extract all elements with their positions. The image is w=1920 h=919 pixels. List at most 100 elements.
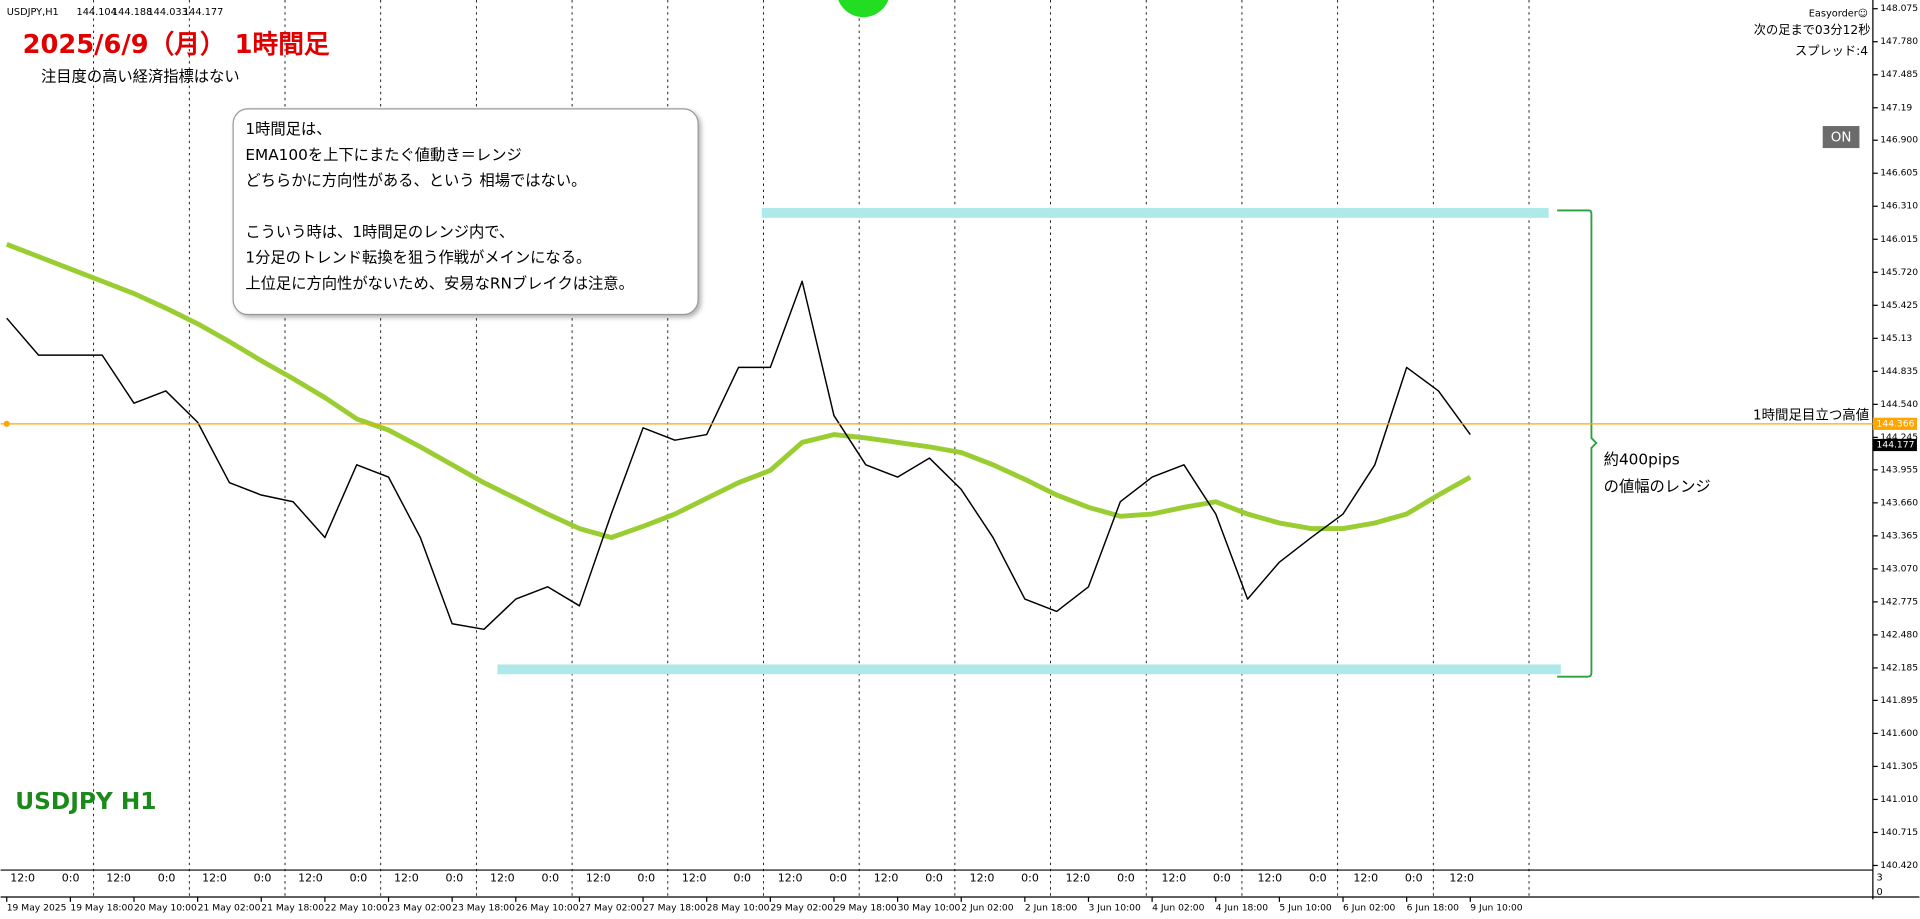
y-tick-label: 141.600 bbox=[1880, 728, 1918, 739]
session-label: 0:0 bbox=[925, 872, 943, 885]
spread: スプレッド:4 bbox=[1795, 44, 1868, 58]
y-tick-label: 144.540 bbox=[1880, 399, 1918, 410]
session-label: 0:0 bbox=[62, 872, 80, 885]
note-line: EMA100を上下にまたぐ値動き＝レンジ bbox=[245, 146, 521, 164]
note-line: 1時間足は、 bbox=[245, 120, 331, 138]
x-tick-label: 28 May 10:00 bbox=[707, 902, 770, 913]
note-line: こういう時は、1時間足のレンジ内で、 bbox=[245, 223, 514, 241]
y-tick-label: 142.480 bbox=[1880, 629, 1918, 640]
session-label: 12:0 bbox=[1162, 872, 1187, 885]
y-tick-label: 142.775 bbox=[1880, 596, 1918, 607]
session-label: 0:0 bbox=[1309, 872, 1327, 885]
level-price: 144.366 bbox=[1877, 418, 1915, 429]
y-tick-label: 142.185 bbox=[1880, 662, 1918, 673]
y-tick-label: 144.245 bbox=[1880, 432, 1918, 443]
level-label: 1時間足目立つ高値 bbox=[1753, 406, 1869, 423]
session-label: 12:0 bbox=[970, 872, 995, 885]
indicator-tick-label: 3 bbox=[1877, 872, 1883, 883]
x-tick-label: 29 May 18:00 bbox=[834, 902, 897, 913]
note: 1時間足は、 EMA100を上下にまたぐ値動き＝レンジどちらかに方向性がある、とい… bbox=[245, 120, 634, 292]
y-tick-label: 144.835 bbox=[1880, 366, 1918, 377]
x-tick-label: 4 Jun 18:00 bbox=[1216, 902, 1269, 913]
separators bbox=[93, 0, 1530, 897]
y-tick-label: 145.13 bbox=[1880, 333, 1912, 344]
note-line: どちらかに方向性がある、という 相場ではない。 bbox=[245, 172, 586, 190]
x-tick-label: 2 Jun 02:00 bbox=[961, 902, 1014, 913]
y-tick-label: 143.070 bbox=[1880, 563, 1918, 574]
session-label: 12:0 bbox=[586, 872, 611, 885]
y-tick-label: 146.310 bbox=[1880, 201, 1918, 212]
session-label: 12:0 bbox=[682, 872, 707, 885]
x-tick-label: 23 May 18:00 bbox=[452, 902, 515, 913]
x-tick-label: 27 May 02:00 bbox=[579, 902, 642, 913]
x-tick-label: 6 Jun 18:00 bbox=[1407, 902, 1460, 913]
y-tick-label: 147.19 bbox=[1880, 102, 1912, 113]
session-label: 12:0 bbox=[202, 872, 227, 885]
x-tick-label: 23 May 02:00 bbox=[389, 902, 452, 913]
x-tick-label: 3 Jun 10:00 bbox=[1088, 902, 1141, 913]
low: 144.033 bbox=[147, 7, 187, 18]
range-top-band bbox=[761, 208, 1549, 218]
symbol: USDJPY,H1 bbox=[7, 7, 59, 18]
on-button[interactable]: ON bbox=[1822, 126, 1860, 149]
session-label: 12:0 bbox=[778, 872, 803, 885]
session-label: 12:0 bbox=[1353, 872, 1378, 885]
session-label: 0:0 bbox=[158, 872, 176, 885]
session-label: 12:0 bbox=[874, 872, 899, 885]
status-dot bbox=[838, 0, 889, 18]
session-label: 0:0 bbox=[733, 872, 751, 885]
range-note: 約400pips bbox=[1604, 451, 1680, 469]
level-price-box bbox=[1872, 417, 1917, 430]
note-line: 上位足に方向性がないため、安易なRNブレイクは注意。 bbox=[245, 274, 634, 292]
session-label: 0:0 bbox=[1117, 872, 1135, 885]
session-label: 0:0 bbox=[541, 872, 559, 885]
x-tick-label: 2 Jun 18:00 bbox=[1025, 902, 1078, 913]
x-tick-label: 27 May 18:00 bbox=[643, 902, 706, 913]
x-tick-label: 21 May 18:00 bbox=[261, 902, 324, 913]
indicator-tick-label: 0 bbox=[1877, 887, 1883, 898]
y-tick-label: 141.895 bbox=[1880, 695, 1918, 706]
session-label: 0:0 bbox=[1021, 872, 1039, 885]
last-price-box bbox=[1872, 438, 1917, 452]
y-tick-label: 143.955 bbox=[1880, 464, 1918, 475]
open: 144.104 bbox=[76, 7, 116, 18]
y-tick-label: 141.010 bbox=[1880, 794, 1918, 805]
y-tick-label: 147.485 bbox=[1880, 69, 1918, 80]
range-note: の値幅のレンジ bbox=[1604, 478, 1711, 496]
on-button-label[interactable]: ON bbox=[1831, 131, 1852, 146]
y-tick-label: 146.015 bbox=[1880, 234, 1918, 245]
y-tick-label: 147.780 bbox=[1880, 36, 1918, 47]
note-line: 1分足のトレンド転換を狙う作戦がメインになる。 bbox=[245, 249, 591, 267]
x-tick-label: 5 Jun 10:00 bbox=[1279, 902, 1332, 913]
y-tick-label: 140.715 bbox=[1880, 827, 1918, 838]
level-anchor bbox=[3, 420, 10, 427]
session-label: 12:0 bbox=[1257, 872, 1282, 885]
x-tick-label: 19 May 18:00 bbox=[70, 902, 133, 913]
countdown: 次の足まで03分12秒 bbox=[1754, 23, 1871, 37]
close: 144.177 bbox=[183, 7, 223, 18]
title: 2025/6/9（月） 1時間足 bbox=[23, 30, 330, 60]
x-tick-label: 21 May 02:00 bbox=[198, 902, 261, 913]
note-box bbox=[232, 108, 699, 316]
high: 144.188 bbox=[112, 7, 152, 18]
y-tick-label: 141.305 bbox=[1880, 761, 1918, 772]
ea-name: Easyorder☺ bbox=[1809, 8, 1868, 19]
session-label: 12:0 bbox=[10, 872, 35, 885]
session-label: 12:0 bbox=[106, 872, 131, 885]
x-tick-label: 20 May 10:00 bbox=[134, 902, 197, 913]
watermark: USDJPY H1 bbox=[15, 788, 156, 815]
x-tick-label: 19 May 2025 bbox=[7, 902, 67, 913]
on-button-bg[interactable] bbox=[1822, 126, 1860, 149]
x-tick-label: 4 Jun 02:00 bbox=[1152, 902, 1205, 913]
plot bbox=[5, 242, 1472, 631]
session-label: 0:0 bbox=[446, 872, 464, 885]
session-label: 0:0 bbox=[637, 872, 655, 885]
x-tick-label: 9 Jun 10:00 bbox=[1470, 902, 1523, 913]
x-tick-label: 22 May 10:00 bbox=[325, 902, 388, 913]
series-line bbox=[6, 280, 1471, 631]
y-tick-label: 143.660 bbox=[1880, 497, 1918, 508]
y-tick-label: 145.720 bbox=[1880, 267, 1918, 278]
session-label: 12:0 bbox=[1066, 872, 1091, 885]
x-tick-label: 29 May 02:00 bbox=[770, 902, 833, 913]
